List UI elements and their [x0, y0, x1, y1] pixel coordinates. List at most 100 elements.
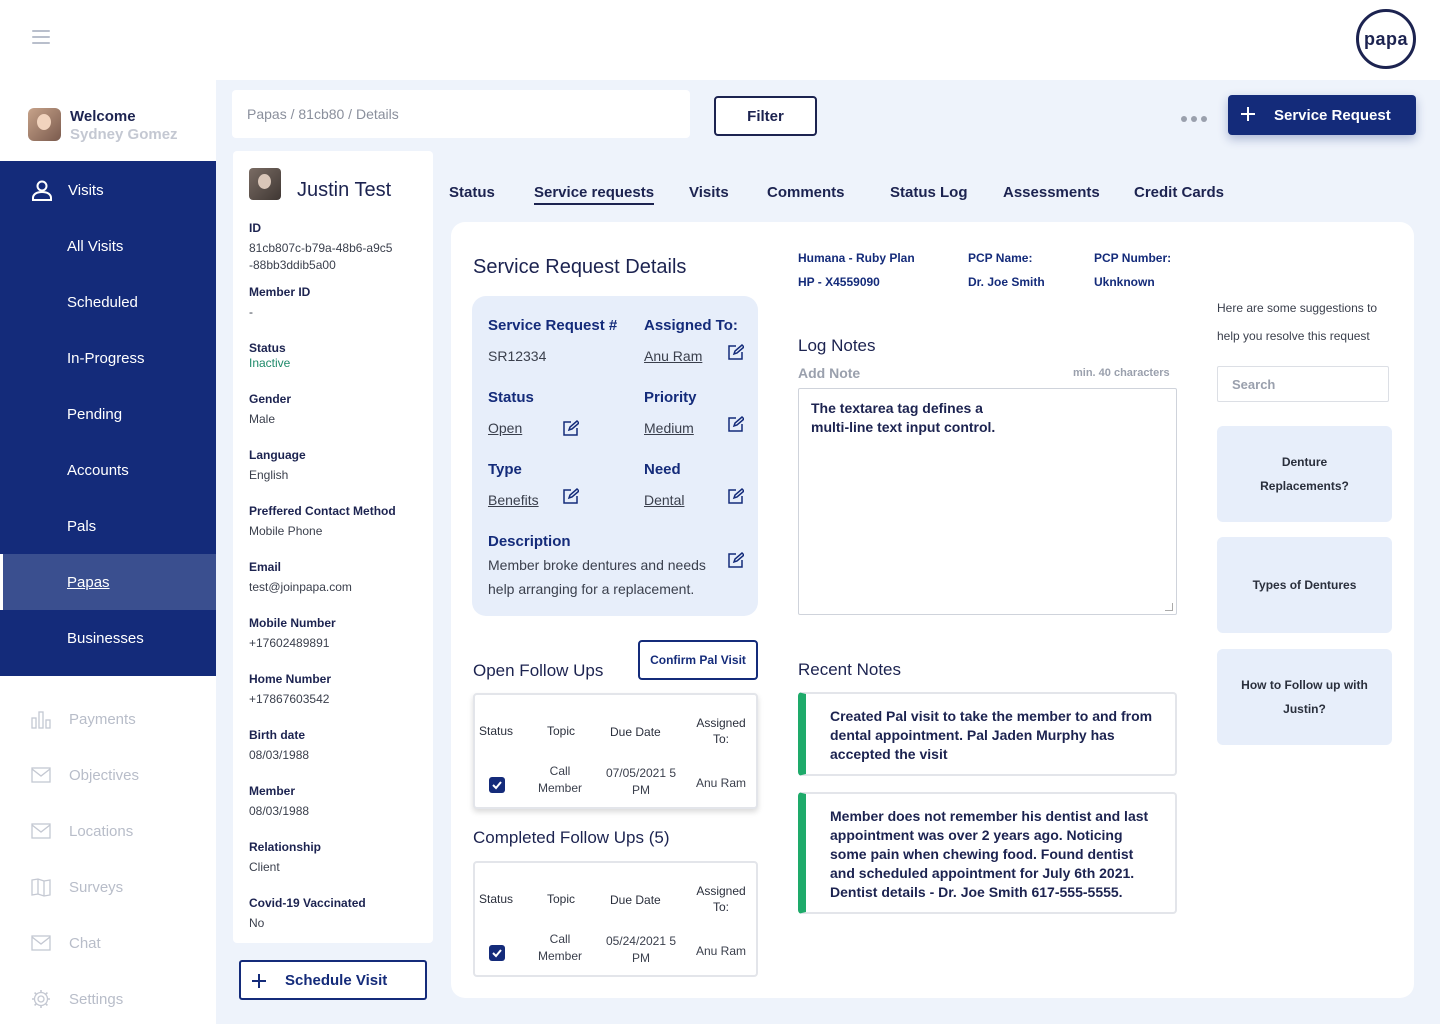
tab-assessments[interactable]: Assessments	[1003, 184, 1100, 201]
description-value: Member broke dentures and needs help arr…	[488, 557, 706, 597]
sidebar-item-pending[interactable]: Pending	[0, 386, 216, 442]
suggestions-search-input[interactable]: Search	[1217, 366, 1389, 402]
map-icon	[31, 878, 51, 897]
field-value: Client	[249, 860, 280, 874]
column-header: Due Date	[610, 725, 661, 739]
open-follow-ups-title: Open Follow Ups	[473, 661, 604, 680]
suggestion-card[interactable]: Types of Dentures	[1217, 537, 1392, 633]
type-label: Type	[488, 461, 522, 478]
follow-up-topic: Call Member	[537, 932, 582, 963]
confirm-pal-visit-button[interactable]: Confirm Pal Visit	[638, 640, 758, 680]
plan-id: HP - X4559090	[798, 275, 880, 289]
suggestions-intro: Here are some suggestions to help you re…	[1217, 301, 1378, 343]
field-label: Relationship	[249, 840, 322, 854]
service-request-button[interactable]: Service Request	[1228, 95, 1416, 135]
tab-status[interactable]: Status	[449, 184, 495, 201]
field-value: Mobile Phone	[249, 524, 323, 538]
filter-button[interactable]: Filter	[714, 96, 817, 136]
tab-status-log[interactable]: Status Log	[890, 184, 968, 201]
log-notes-title: Log Notes	[798, 336, 876, 355]
member-field-contact-method: Preffered Contact Method Mobile Phone	[249, 504, 424, 540]
user-icon	[32, 180, 52, 201]
sidebar-item-visits[interactable]: Visits	[0, 162, 216, 218]
sidebar-item-chat[interactable]: Chat	[0, 915, 216, 971]
need-value[interactable]: Dental	[644, 492, 685, 508]
tab-visits[interactable]: Visits	[689, 184, 729, 201]
status-value[interactable]: Open	[488, 420, 523, 436]
sidebar-item-in-progress[interactable]: In-Progress	[0, 330, 216, 386]
edit-icon[interactable]	[562, 420, 579, 437]
breadcrumb[interactable]: Papas / 81cb80 / Details	[232, 90, 690, 138]
recent-note[interactable]: Member does not remember his dentist and…	[798, 792, 1177, 914]
member-field-language: Language English	[249, 448, 424, 484]
schedule-visit-button[interactable]: Schedule Visit	[239, 960, 427, 1000]
plus-icon	[252, 974, 266, 988]
papa-logo[interactable]: papa	[1356, 9, 1416, 69]
field-value: 81cb807c-b79a-48b6-a9c5 -88bb3ddib5a00	[249, 241, 393, 272]
sidebar-item-locations[interactable]: Locations	[0, 803, 216, 859]
note-textarea-value: The textarea tag defines a multi-line te…	[811, 400, 996, 435]
follow-up-assigned: Anu Ram	[695, 944, 747, 958]
priority-label: Priority	[644, 389, 697, 406]
sidebar-item-businesses[interactable]: Businesses	[0, 610, 216, 666]
assigned-value[interactable]: Anu Ram	[644, 348, 703, 364]
menu-icon[interactable]	[32, 30, 50, 44]
sidebar-item-surveys[interactable]: Surveys	[0, 859, 216, 915]
check-icon	[492, 781, 502, 790]
suggestion-card[interactable]: Denture Replacements?	[1217, 426, 1392, 522]
field-label: Member	[249, 784, 296, 798]
edit-icon[interactable]	[727, 416, 744, 433]
more-options-icon[interactable]	[1181, 116, 1207, 122]
recent-note[interactable]: Created Pal visit to take the member to …	[798, 692, 1177, 776]
tab-credit-cards[interactable]: Credit Cards	[1134, 184, 1225, 201]
sidebar-item-all-visits[interactable]: All Visits	[0, 218, 216, 274]
top-bar	[0, 0, 1440, 80]
plus-icon	[1241, 107, 1255, 121]
priority-value[interactable]: Medium	[644, 420, 694, 436]
column-header: Assigned To:	[696, 716, 746, 746]
follow-up-checkbox[interactable]	[489, 777, 505, 793]
follow-up-checkbox[interactable]	[489, 945, 505, 961]
member-field-member: Member 08/03/1988	[249, 784, 424, 820]
sidebar-item-label: Visits	[68, 181, 104, 199]
recent-notes-title: Recent Notes	[798, 660, 901, 679]
tab-service-requests[interactable]: Service requests	[534, 184, 655, 205]
sidebar-nav: Visits All Visits Scheduled In-Progress …	[0, 161, 216, 676]
sidebar-item-papas[interactable]: Papas	[0, 554, 216, 610]
member-field-gender: Gender Male	[249, 392, 424, 428]
field-value: Male	[249, 412, 276, 426]
open-follow-ups-table: Status Topic Due Date Assigned To: Call …	[473, 693, 758, 809]
sidebar-item-payments[interactable]: Payments	[0, 691, 216, 747]
sr-number-label: Service Request #	[488, 317, 618, 334]
follow-up-due-date: 05/24/2021 5 PM	[605, 934, 677, 965]
sidebar-item-accounts[interactable]: Accounts	[0, 442, 216, 498]
welcome-label: Welcome	[70, 108, 136, 125]
type-value[interactable]: Benefits	[488, 492, 539, 508]
sidebar-item-objectives[interactable]: Objectives	[0, 747, 216, 803]
member-card: Justin Test ID 81cb807c-b79a-48b6-a9c5 -8…	[233, 151, 433, 943]
sidebar-item-label: Papas	[67, 573, 110, 591]
service-request-panel: Service Request Details Service Request …	[451, 222, 1414, 998]
field-label: Language	[249, 448, 306, 462]
completed-follow-ups-table: Status Topic Due Date Assigned To: Call …	[473, 861, 758, 977]
sidebar-item-label: Accounts	[67, 461, 129, 479]
edit-icon[interactable]	[727, 488, 744, 505]
pcp-number: Uknknown	[1094, 275, 1155, 289]
sidebar-item-label: In-Progress	[67, 349, 145, 367]
schedule-visit-label: Schedule Visit	[285, 971, 388, 989]
sidebar-item-pals[interactable]: Pals	[0, 498, 216, 554]
edit-icon[interactable]	[727, 552, 744, 569]
suggestion-card[interactable]: How to Follow up with Justin?	[1217, 649, 1392, 745]
resize-handle-icon[interactable]	[1165, 603, 1173, 611]
sidebar-item-scheduled[interactable]: Scheduled	[0, 274, 216, 330]
member-field-covid: Covid-19 Vaccinated No	[249, 896, 424, 932]
note-textarea[interactable]: The textarea tag defines a multi-line te…	[798, 388, 1177, 615]
edit-icon[interactable]	[562, 488, 579, 505]
field-value: +17867603542	[249, 692, 330, 706]
sidebar-item-label: Settings	[69, 990, 124, 1008]
member-field-relationship: Relationship Client	[249, 840, 424, 876]
edit-icon[interactable]	[727, 344, 744, 361]
tab-comments[interactable]: Comments	[767, 184, 845, 201]
sidebar-item-settings[interactable]: Settings	[0, 971, 216, 1024]
field-value: -	[249, 305, 253, 319]
